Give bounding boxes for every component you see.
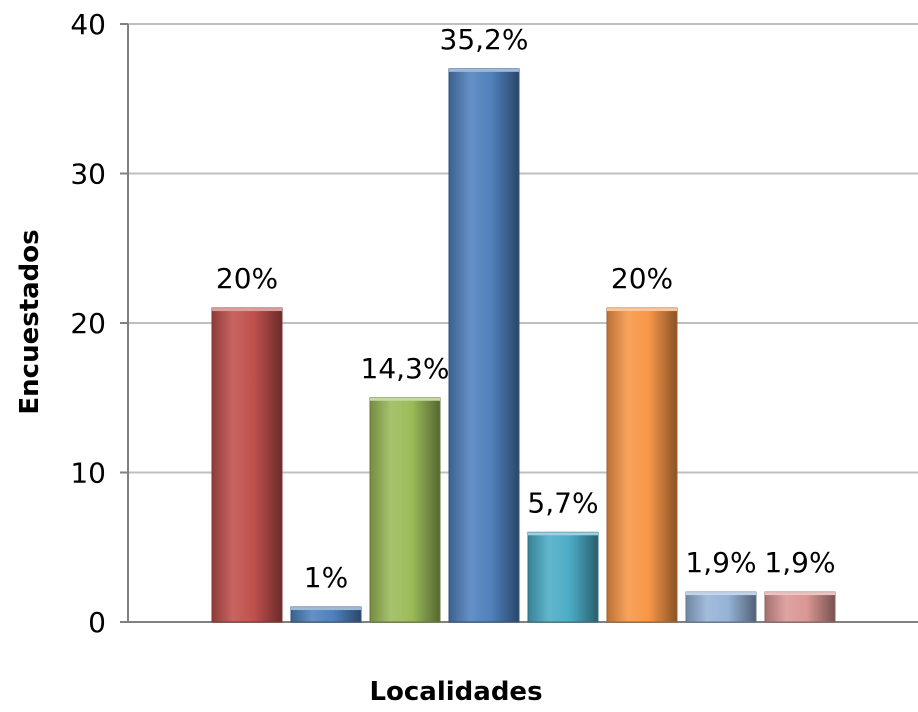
- data-label: 1,9%: [685, 546, 756, 579]
- bar-top-highlight: [607, 308, 677, 312]
- bar: [211, 307, 283, 623]
- bar: [369, 397, 441, 623]
- y-tick-labels: 0 10 20 30 40: [70, 8, 106, 639]
- y-tick-label: 20: [70, 307, 106, 340]
- data-label: 14,3%: [361, 352, 450, 385]
- y-axis-title: Encuestados: [15, 229, 45, 414]
- data-label: 35,2%: [440, 23, 529, 56]
- bar-top-highlight: [686, 592, 756, 596]
- bars: [211, 68, 836, 623]
- y-tick-label: 10: [70, 457, 106, 490]
- bar-top-highlight: [528, 532, 598, 536]
- bar-top-highlight: [212, 308, 282, 312]
- data-labels: 20% 1% 14,3% 35,2% 5,7% 20% 1,9% 1,9%: [216, 23, 836, 594]
- y-tick-label: 30: [70, 158, 106, 191]
- data-label: 1%: [304, 561, 348, 594]
- y-tick-label: 40: [70, 8, 106, 41]
- bar-top-highlight: [449, 68, 519, 72]
- bar: [527, 531, 599, 623]
- y-tick-label: 0: [88, 606, 106, 639]
- data-label: 1,9%: [764, 546, 835, 579]
- x-axis-title: Localidades: [369, 677, 542, 707]
- bar: [764, 591, 836, 623]
- bar-top-highlight: [291, 607, 361, 611]
- bar-top-highlight: [370, 397, 440, 401]
- bar: [685, 591, 757, 623]
- data-label: 5,7%: [527, 486, 598, 519]
- bar: [606, 307, 678, 623]
- bar-top-highlight: [765, 592, 835, 596]
- data-label: 20%: [611, 262, 673, 295]
- bar: [448, 68, 520, 623]
- data-label: 20%: [216, 262, 278, 295]
